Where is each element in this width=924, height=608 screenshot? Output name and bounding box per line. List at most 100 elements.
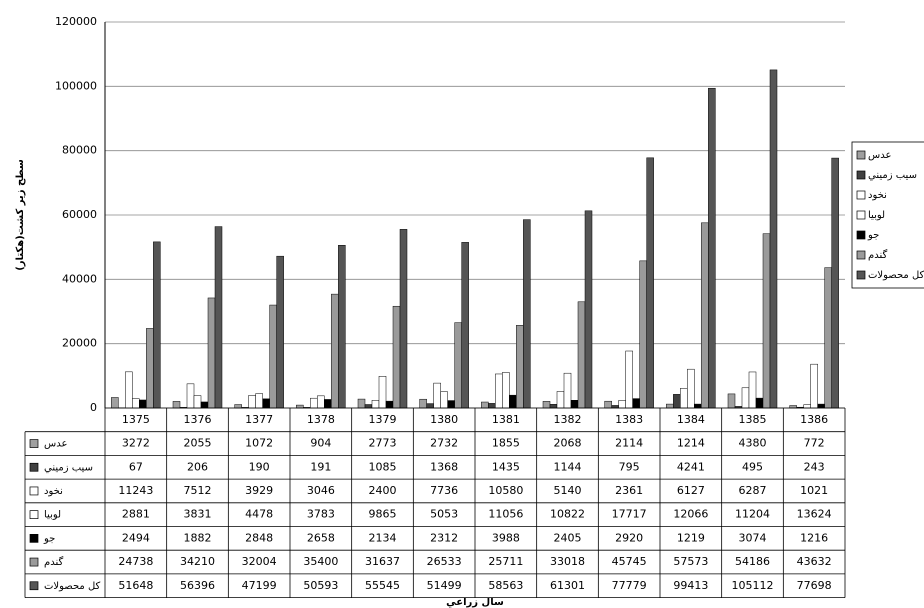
bar: [310, 397, 318, 409]
bar: [186, 383, 195, 409]
bar: [618, 400, 626, 409]
table-key: [29, 581, 39, 591]
table-cell: 10822: [550, 508, 585, 521]
y-tick-label: 20000: [62, 337, 97, 350]
table-cell: 1144: [554, 460, 582, 473]
bar: [153, 241, 161, 409]
table-cell: 795: [619, 460, 640, 473]
table-cell: 4380: [739, 437, 767, 450]
table-cell: 3831: [184, 508, 212, 521]
y-tick-label: 100000: [55, 79, 97, 92]
table-cell: 190: [249, 460, 270, 473]
bar: [276, 255, 284, 409]
bar: [687, 368, 695, 409]
table-cell: 206: [187, 460, 208, 473]
table-cell: 3074: [739, 531, 767, 544]
table-cell: 51499: [427, 579, 462, 592]
bar: [584, 210, 593, 409]
bar: [461, 242, 469, 409]
bar: [495, 373, 503, 409]
table-cell: 9865: [369, 508, 397, 521]
table-cell: 1216: [800, 531, 828, 544]
table-cell: 4241: [677, 460, 705, 473]
table-cell: 31637: [365, 555, 400, 568]
bar: [426, 403, 434, 409]
bar: [625, 350, 633, 409]
bar: [755, 397, 764, 409]
bar: [207, 297, 216, 409]
table-cell: 2114: [615, 437, 643, 450]
table-cell: 3272: [122, 437, 150, 450]
x-tick-label: 1384: [677, 413, 705, 426]
bar: [447, 400, 455, 409]
bar: [509, 394, 517, 409]
y-tick-label: 40000: [62, 272, 97, 285]
bar: [680, 388, 688, 409]
legend-label: سيب زميني: [868, 170, 917, 181]
table-cell: 26533: [427, 555, 462, 568]
table-row-label: عدس: [44, 439, 67, 450]
bar: [385, 400, 394, 409]
table-cell: 243: [804, 460, 825, 473]
table-cell: 11243: [118, 484, 153, 497]
bar: [570, 400, 579, 409]
table-cell: 2773: [369, 437, 397, 450]
table-row-label: سيب زميني: [44, 462, 93, 473]
legend-label: نخود: [868, 190, 887, 201]
table-cell: 24738: [118, 555, 153, 568]
y-tick-label: 80000: [62, 144, 97, 157]
table-cell: 55545: [365, 579, 400, 592]
y-tick-label: 120000: [55, 15, 97, 28]
table-cell: 3046: [307, 484, 335, 497]
bar: [549, 404, 558, 409]
table-cell: 13624: [797, 508, 832, 521]
table-cell: 2658: [307, 531, 335, 544]
legend-key: [856, 190, 866, 200]
x-tick-label: 1379: [369, 413, 397, 426]
bar: [125, 371, 133, 409]
table-cell: 1855: [492, 437, 520, 450]
bar: [762, 233, 771, 409]
table-cell: 11204: [735, 508, 770, 521]
table-row-label: لوبيا: [44, 510, 61, 521]
x-axis-title: سال زراعي: [446, 597, 504, 608]
bar: [454, 322, 462, 409]
table-cell: 77779: [612, 579, 647, 592]
table-cell: 5140: [554, 484, 582, 497]
bar: [364, 404, 373, 409]
table-cell: 47199: [242, 579, 277, 592]
table-cell: 3988: [492, 531, 520, 544]
table-key: [29, 533, 39, 543]
bar: [132, 398, 140, 409]
legend-label: كل محصولات: [868, 270, 924, 281]
bar: [317, 395, 325, 409]
bar: [255, 393, 263, 409]
table-row-label: جو: [43, 533, 55, 544]
x-tick-label: 1380: [430, 413, 458, 426]
table-cell: 2494: [122, 531, 150, 544]
x-tick-label: 1385: [739, 413, 767, 426]
table-key: [29, 557, 39, 567]
bar: [331, 293, 339, 409]
table-key: [29, 486, 39, 496]
table-cell: 43632: [797, 555, 832, 568]
bar: [234, 404, 242, 409]
bar: [810, 363, 818, 409]
bar: [214, 226, 223, 409]
table-cell: 6127: [677, 484, 705, 497]
bar: [392, 305, 401, 409]
bar: [769, 69, 778, 409]
bar: [523, 219, 531, 409]
bar: [803, 404, 811, 409]
bar: [172, 401, 181, 409]
legend-key: [856, 210, 866, 220]
bar: [708, 87, 716, 409]
bar: [694, 403, 702, 409]
table-cell: 61301: [550, 579, 585, 592]
table-cell: 1085: [369, 460, 397, 473]
table-cell: 1435: [492, 460, 520, 473]
table-cell: 1882: [184, 531, 212, 544]
table-cell: 191: [310, 460, 331, 473]
table-cell: 58563: [488, 579, 523, 592]
